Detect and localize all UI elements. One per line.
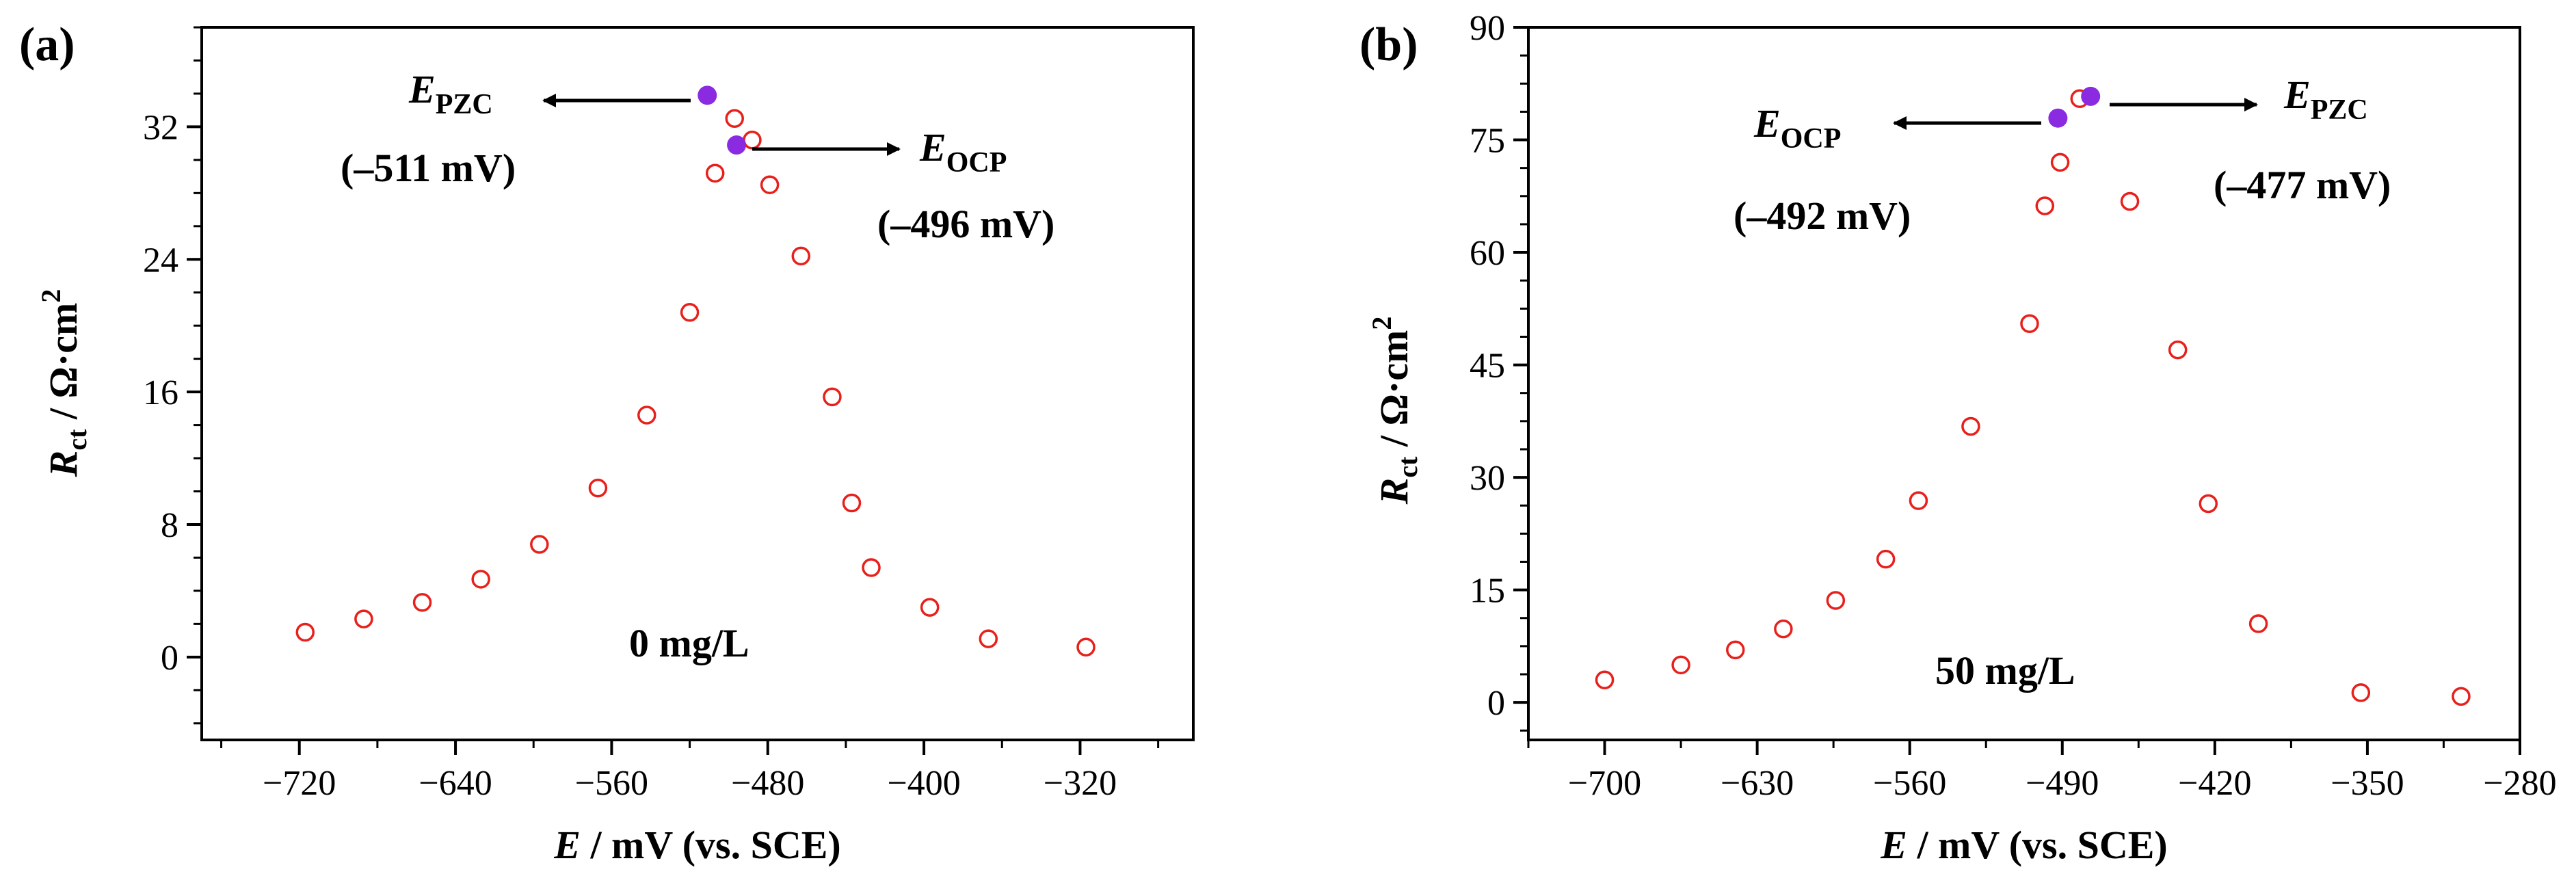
panel-b-data-point [2452,687,2471,706]
panel-a-annotation-epzc-value: (–511 mV) [341,146,516,190]
panel-a-data-point [1076,637,1096,657]
panel-a: (a) −720 −640 −560 −480 −400 −320 0 8 16 24 32 Rct… [19,18,1195,867]
panel-a-data-point [530,535,549,554]
panel-a-annotation-epzc: EPZC [408,67,493,120]
panel-a-data-point [979,629,998,648]
panel-a-condition-label: 0 mg/L [629,621,749,665]
panel-b-x-tick-label: −700 [1568,764,1641,803]
panel-b-y-tick-label: 90 [1470,9,1505,48]
panel-b-plot-frame [1527,26,2521,741]
panel-a-annotation-eocp-value: (–496 mV) [877,202,1054,246]
panel-b-annotation-eocp-value: (–492 mV) [1734,194,1911,238]
panel-b-data-point [2168,340,2188,360]
panel-a-y-tick-label: 24 [143,241,178,280]
panel-b-data-point [2248,614,2268,633]
panel-a-label: (a) [19,18,75,71]
panel-b-data-point [1961,416,1980,436]
panel-b-annotation-epzc-value: (–477 mV) [2214,163,2391,207]
panel-a-y-tick-label: 0 [161,639,178,678]
panel-b-x-tick-label: −420 [2178,764,2251,803]
panel-a-data-point [412,593,432,612]
panel-b-data-point [1826,591,1846,610]
panel-a-x-axis-title: E / mV (vs. SCE) [553,823,840,867]
panel-b-y-axis-title: Rct / Ω·cm2 [1366,317,1423,505]
panel-a-y-tick-label: 16 [143,373,178,412]
panel-b-y-tick-label: 45 [1470,347,1505,386]
panel-a-plot-frame [200,26,1195,741]
panel-b: (b) −700 −630 −560 −490 −420 −350 −280 0 15 30 45 6… [1359,9,2557,867]
panel-a-data-point [842,493,862,513]
panel-b-data-point [1595,670,1615,690]
panel-b-data-point [1725,640,1745,660]
panel-b-data-point [1876,549,1896,569]
panel-a-highlight-point [698,85,717,105]
panel-b-label: (b) [1359,18,1418,71]
panel-a-data-point [862,558,881,577]
panel-b-annotation-eocp: EOCP [1753,101,1841,155]
panel-b-annotation-epzc: EPZC [2283,72,2368,126]
panel-a-data-point [637,406,656,425]
panel-b-condition-label: 50 mg/L [1935,648,2075,693]
panel-b-data-point [2050,152,2070,172]
panel-b-y-tick-label: 60 [1470,234,1505,273]
panel-b-x-axis-title: E / mV (vs. SCE) [1880,823,2167,867]
panel-a-x-tick-label: −400 [887,764,960,803]
panel-a-data-point [705,163,725,183]
panel-b-data-point [1909,491,1928,510]
panel-b-marks [1595,86,2471,706]
panel-b-x-tick-label: −630 [1721,764,1794,803]
panel-a-ticks: −720 −640 −560 −480 −400 −320 0 8 16 24 32 [143,26,1160,803]
panel-a-data-point [471,570,490,589]
panel-b-y-tick-label: 15 [1470,572,1505,611]
panel-b-data-point [2035,196,2055,215]
panel-b-y-tick-label: 0 [1487,684,1505,723]
panel-a-highlight-point [727,135,747,155]
panel-b-data-point [2199,494,2218,514]
panel-a-y-axis-title: Rct / Ω·cm2 [36,289,92,478]
panel-b-x-tick-label: −560 [1873,764,1946,803]
panel-a-x-tick-label: −480 [731,764,804,803]
panel-a-data-point [725,109,744,129]
panel-a-data-point [823,387,842,407]
panel-a-x-tick-label: −560 [575,764,648,803]
panel-a-x-tick-label: −640 [419,764,492,803]
panel-a-data-point [680,303,700,322]
panel-a-data-point [920,598,940,617]
panel-a-data-point [354,609,373,628]
panel-a-data-point [791,246,811,266]
panel-b-data-point [2020,314,2039,334]
panel-a-y-tick-label: 32 [143,108,178,147]
panel-b-x-tick-label: −490 [2026,764,2099,803]
panel-a-data-point [295,622,315,642]
panel-b-data-point [1774,619,1793,639]
panel-b-x-tick-label: −280 [2483,764,2556,803]
panel-a-data-point [743,131,762,150]
panel-a-marks [295,85,1096,657]
panel-a-y-tick-label: 8 [161,506,178,545]
panel-a-x-tick-label: −720 [263,764,336,803]
panel-a-annotation-eocp: EOCP [919,125,1007,178]
panel-b-data-point [2120,191,2140,211]
panel-b-ticks: −700 −630 −560 −490 −420 −350 −280 0 15 30 45 60 75 9… [1470,9,2557,803]
panel-a-data-point [760,175,780,194]
panel-b-highlight-point [2048,108,2068,128]
panel-b-y-tick-label: 75 [1470,122,1505,161]
panel-a-data-point [588,478,608,498]
panel-a-x-tick-label: −320 [1044,764,1117,803]
panel-b-y-tick-label: 30 [1470,459,1505,498]
panel-b-highlight-point [2081,86,2101,106]
panel-b-data-point [1671,655,1690,675]
panel-b-x-tick-label: −350 [2331,764,2404,803]
panel-b-data-point [2351,683,2371,702]
